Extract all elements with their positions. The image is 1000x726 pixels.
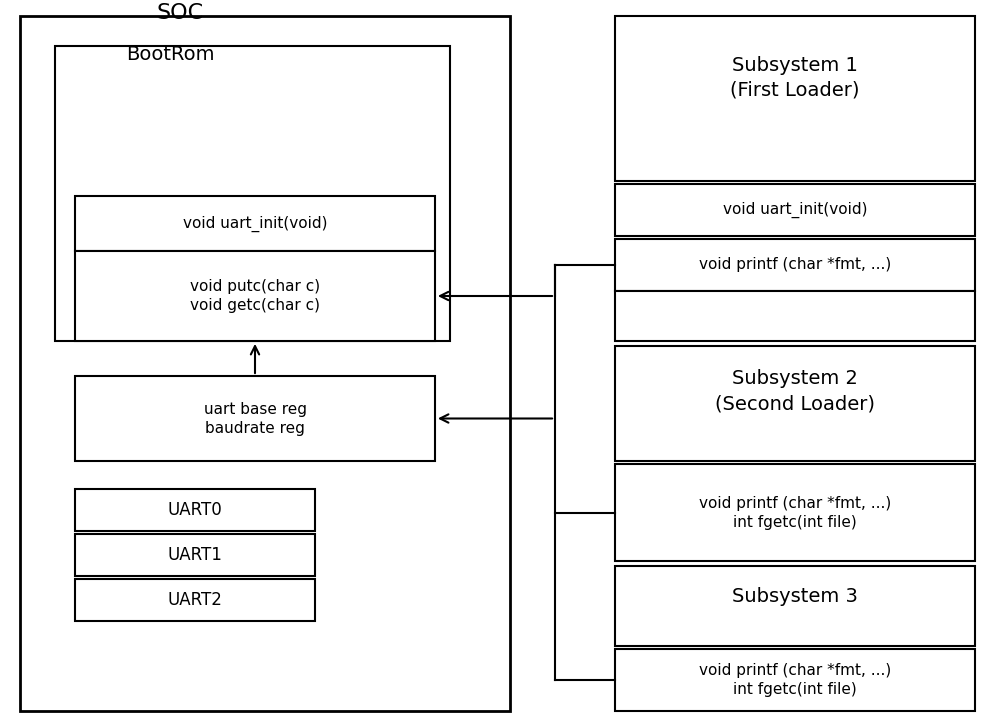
Text: Subsystem 1
(First Loader): Subsystem 1 (First Loader) [730,56,860,100]
Bar [615,16,975,181]
Text: SOC: SOC [156,3,204,23]
Text: UART1: UART1 [168,546,222,564]
Text: Subsystem 3: Subsystem 3 [732,587,858,605]
Bar [75,489,315,531]
Bar [75,376,435,461]
Text: BootRom: BootRom [126,44,214,63]
Bar [615,566,975,646]
Bar [75,196,435,251]
Bar [75,534,315,576]
Text: void uart_init(void): void uart_init(void) [723,202,867,218]
Bar [615,184,975,236]
Text: void uart_init(void): void uart_init(void) [183,216,327,232]
Bar [55,46,450,341]
Bar [615,239,975,291]
Bar [75,579,315,621]
Text: uart base reg
baudrate reg: uart base reg baudrate reg [204,401,306,436]
Bar [615,649,975,711]
Bar [20,16,510,711]
Bar [615,464,975,561]
Text: UART2: UART2 [168,591,222,609]
Text: UART0: UART0 [168,501,222,519]
Text: void printf (char *fmt, ...)
int fgetc(int file): void printf (char *fmt, ...) int fgetc(i… [699,496,891,531]
Text: void printf (char *fmt, ...)
int fgetc(int file): void printf (char *fmt, ...) int fgetc(i… [699,663,891,698]
Text: void printf (char *fmt, ...): void printf (char *fmt, ...) [699,258,891,272]
Bar [615,291,975,341]
Bar [75,251,435,341]
Text: void putc(char c)
void getc(char c): void putc(char c) void getc(char c) [190,279,320,314]
Text: Subsystem 2
(Second Loader): Subsystem 2 (Second Loader) [715,369,875,413]
Bar [615,346,975,461]
